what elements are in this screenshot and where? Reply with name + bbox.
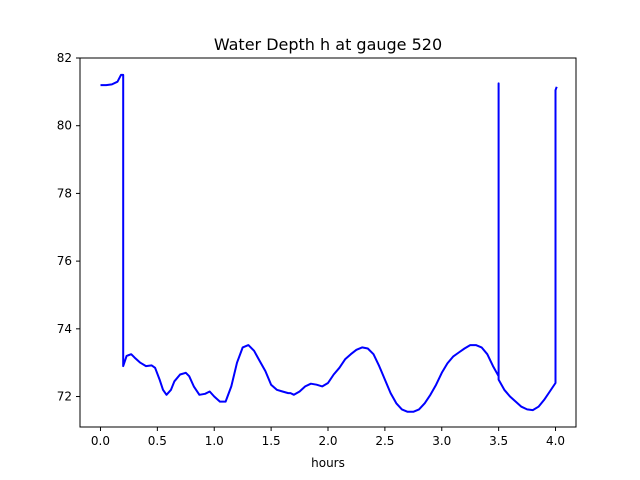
y-tick-label: 78	[57, 186, 72, 200]
plot-area	[100, 73, 558, 413]
series-line	[100, 73, 558, 413]
y-tick-label: 76	[57, 254, 72, 268]
x-tick-label: 3.0	[432, 434, 451, 448]
x-tick-label: 4.0	[546, 434, 565, 448]
x-tick-label: 0.5	[148, 434, 167, 448]
x-tick-label: 3.5	[489, 434, 508, 448]
y-tick-label: 74	[57, 322, 72, 336]
x-tick-label: 2.5	[375, 434, 394, 448]
x-tick-label: 0.0	[91, 434, 110, 448]
y-tick-label: 82	[57, 51, 72, 65]
x-tick-label: 1.5	[262, 434, 281, 448]
y-tick-label: 72	[57, 390, 72, 404]
x-axis-label: hours	[311, 456, 345, 470]
x-tick-label: 1.0	[205, 434, 224, 448]
chart-title: Water Depth h at gauge 520	[214, 35, 442, 54]
y-tick-label: 80	[57, 119, 72, 133]
axis-ticks: 0.0 0.5 1.0 1.5 2.0 2.5 3.0 3.5 4.0 72 74 76 78 80 82	[57, 51, 565, 448]
x-tick-label: 2.0	[318, 434, 337, 448]
axes-frame	[79, 57, 577, 428]
